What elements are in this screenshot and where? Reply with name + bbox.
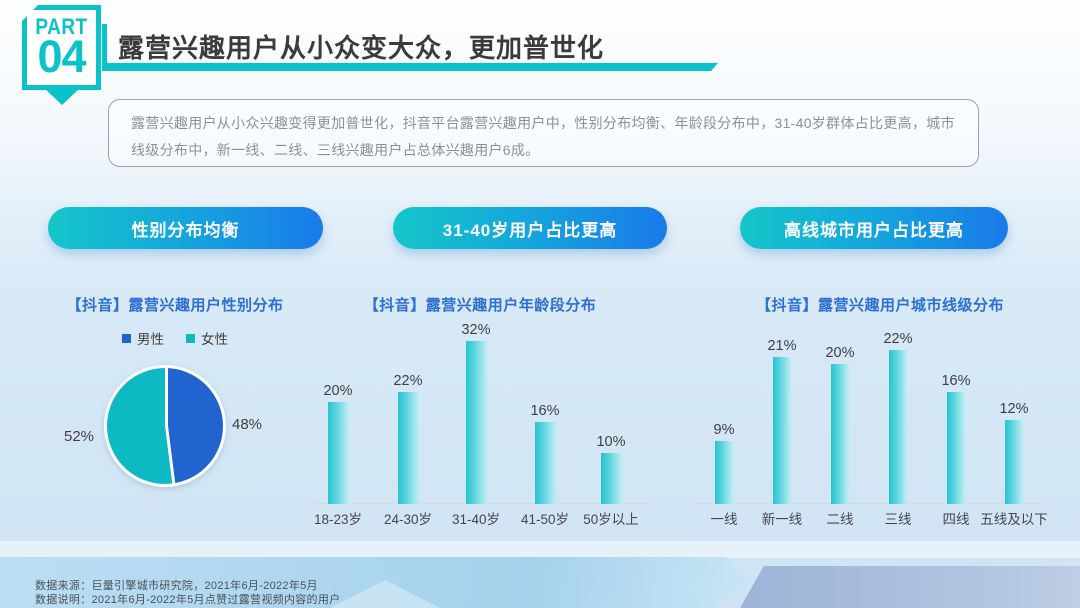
- summary-text: 露营兴趣用户从小众兴趣变得更加普世化，抖音平台露营兴趣用户中，性别分布均衡、年龄…: [131, 115, 955, 159]
- gender-pie: [104, 365, 226, 487]
- chart-city-title: 【抖音】露营兴趣用户城市线级分布: [755, 297, 1004, 314]
- background-band-right: [740, 566, 1080, 608]
- bar-category-label: 24-30岁: [383, 512, 433, 527]
- bar-value-label: 21%: [767, 338, 797, 354]
- pill-age-31-40: 31-40岁用户占比更高: [393, 207, 667, 249]
- chart-city-axis: [695, 503, 1043, 504]
- part-badge-number: 04: [37, 30, 86, 82]
- pill-label: 性别分布均衡: [131, 220, 240, 240]
- pill-gender-balance: 性别分布均衡: [48, 207, 323, 249]
- pie-label-female: 52%: [64, 428, 95, 445]
- bar-value-label: 22%: [883, 331, 913, 347]
- bar-value-label: 16%: [530, 403, 560, 419]
- pie-label-male: 48%: [232, 416, 263, 433]
- bar-value-label: 20%: [323, 383, 353, 399]
- data-source: 数据来源：巨量引擎城市研究院，2021年6月-2022年5月: [35, 580, 318, 592]
- bar-五线及以下: [1005, 420, 1023, 504]
- part-badge-label: PART: [35, 15, 88, 40]
- legend-label-male: 男性: [137, 332, 164, 347]
- title-underline: [102, 63, 718, 71]
- bar-category-label: 二线: [826, 512, 854, 527]
- footer: 数据来源：巨量引擎城市研究院，2021年6月-2022年5月 数据说明：2021…: [35, 580, 340, 608]
- chart-age-title: 【抖音】露营兴趣用户年龄段分布: [363, 297, 597, 314]
- bar-value-label: 9%: [713, 422, 735, 438]
- bar-category-label: 四线: [942, 512, 970, 527]
- bar-24-30岁: [397, 392, 419, 504]
- pie-slice-divider: [165, 425, 176, 484]
- bar-四线: [947, 392, 965, 504]
- pill-label: 31-40岁用户占比更高: [442, 220, 618, 240]
- pill-label: 高线城市用户占比更高: [784, 220, 964, 240]
- title-accent-bar: [102, 24, 107, 64]
- badge-pointer-icon: [44, 88, 80, 105]
- bar-category-label: 新一线: [761, 512, 803, 527]
- background-band-left: [0, 557, 752, 608]
- bar-value-label: 16%: [941, 373, 971, 389]
- bar-50岁以上: [600, 453, 622, 504]
- legend-swatch-female-icon: [186, 333, 195, 343]
- bar-41-50岁: [534, 422, 556, 504]
- bar-value-label: 20%: [825, 345, 855, 361]
- chart-gender-title: 【抖音】露营兴趣用户性别分布: [66, 297, 284, 314]
- bar-category-label: 31-40岁: [451, 512, 501, 527]
- pill-high-tier-city: 高线城市用户占比更高: [740, 207, 1008, 249]
- bar-18-23岁: [327, 402, 349, 504]
- chart-city: 【抖音】露营兴趣用户城市线级分布 9% 一线 21% 新一线 20% 二线 22% 三线 16%…: [695, 288, 1065, 533]
- bar-三线: [889, 350, 907, 504]
- bar-value-label: 32%: [461, 322, 491, 338]
- legend-swatch-male-icon: [122, 333, 131, 343]
- bar-category-label: 五线及以下: [980, 512, 1048, 527]
- part-badge: PART 04: [22, 5, 101, 90]
- bar-value-label: 22%: [393, 373, 423, 389]
- legend-item-female: 女性: [186, 328, 228, 348]
- legend-label-female: 女性: [201, 332, 228, 347]
- bar-一线: [715, 441, 733, 504]
- legend-item-male: 男性: [122, 328, 164, 348]
- page-title: 露营兴趣用户从小众变大众，更加普世化: [118, 33, 605, 63]
- bar-category-label: 一线: [710, 512, 738, 527]
- bar-value-label: 12%: [999, 401, 1029, 417]
- bar-二线: [831, 364, 849, 504]
- bar-31-40岁: [465, 341, 487, 504]
- bar-value-label: 10%: [596, 434, 626, 450]
- bar-新一线: [773, 357, 791, 504]
- data-note: 数据说明：2021年6月-2022年5月点赞过露营视频内容的用户: [35, 593, 341, 606]
- bar-category-label: 41-50岁: [520, 512, 570, 527]
- pie-slice-divider: [165, 368, 168, 426]
- background-streak: [0, 541, 1080, 558]
- bar-category-label: 三线: [884, 512, 912, 527]
- chart-age: 【抖音】露营兴趣用户年龄段分布 20% 18-23岁 22% 24-30岁 32% 31-…: [314, 288, 650, 533]
- summary-box: 露营兴趣用户从小众兴趣变得更加普世化，抖音平台露营兴趣用户中，性别分布均衡、年龄…: [108, 99, 979, 167]
- bar-category-label: 50岁以上: [583, 512, 639, 527]
- chart-gender: 【抖音】露营兴趣用户性别分布 男性 女性 48% 52%: [40, 288, 310, 533]
- bar-category-label: 18-23岁: [313, 512, 363, 527]
- chart-gender-legend: 男性 女性: [40, 328, 310, 348]
